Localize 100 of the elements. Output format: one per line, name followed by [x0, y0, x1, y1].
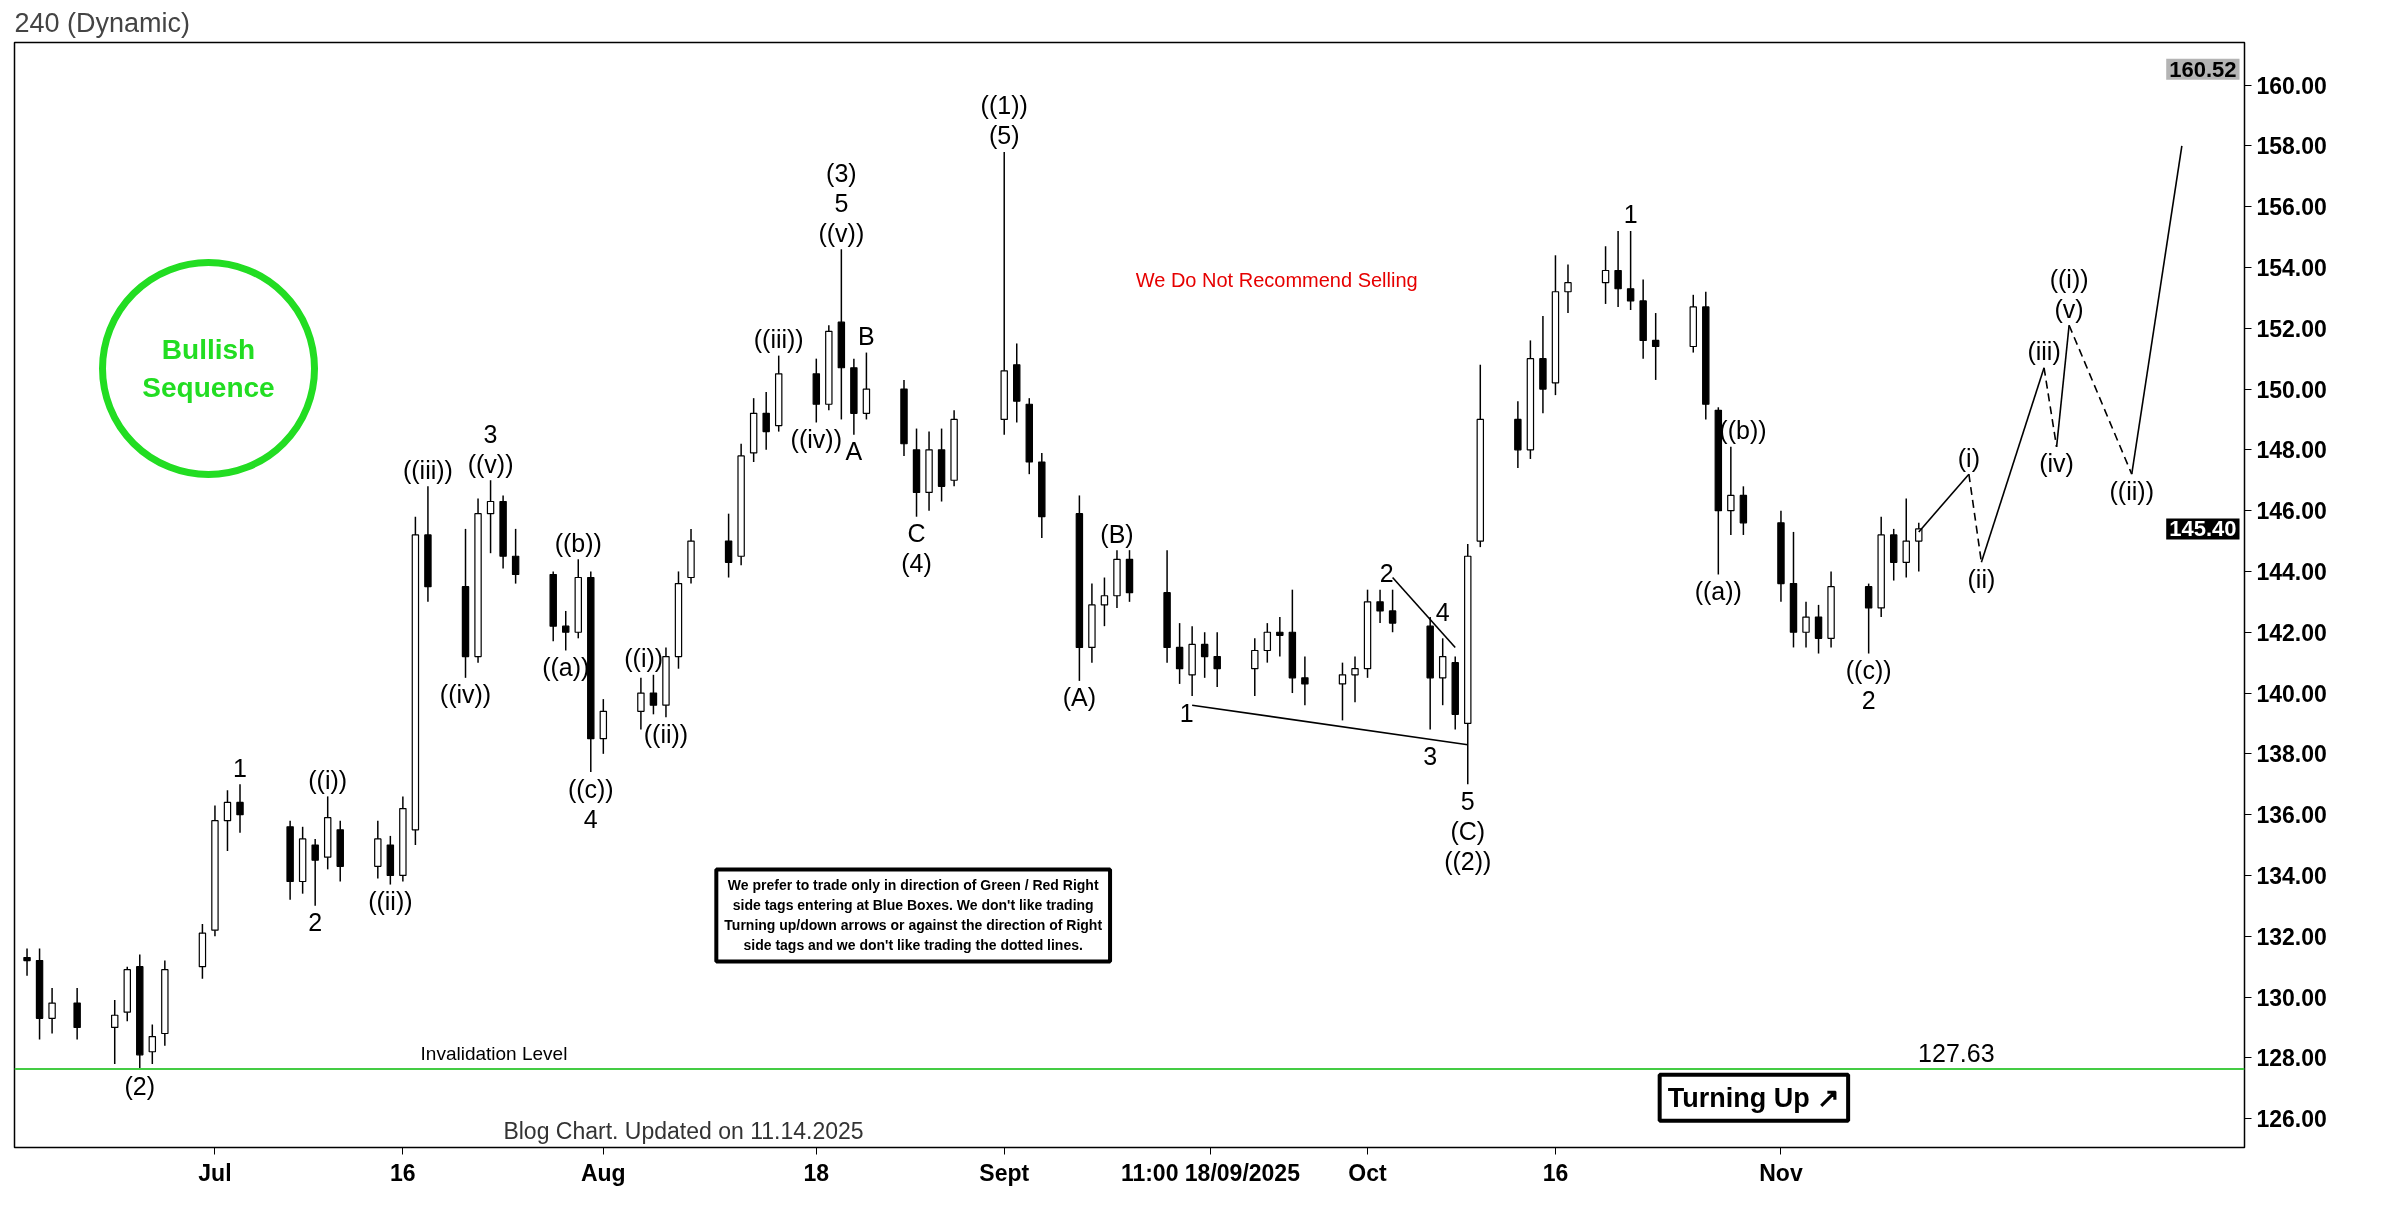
candlestick — [1626, 230, 1635, 311]
y-tick-label: 144.00 — [2256, 558, 2327, 585]
annotation: We Do Not Recommend Selling — [1135, 269, 1418, 292]
x-tick-label: Aug — [580, 1159, 626, 1186]
candlestick — [1376, 588, 1384, 624]
annotation: (4) — [901, 549, 932, 578]
candlestick — [562, 610, 570, 652]
annotation: (iii) — [2027, 337, 2061, 366]
y-tick-label: 128.00 — [2256, 1045, 2327, 1072]
candlestick — [23, 947, 31, 977]
annotation: (i) — [1957, 443, 1980, 472]
candlestick — [486, 479, 495, 554]
annotation: (A) — [1062, 683, 1097, 712]
annotation: A — [845, 437, 863, 466]
y-tick-label: 146.00 — [2256, 498, 2327, 525]
candlestick — [1864, 582, 1873, 655]
annotation: ((i)) — [624, 644, 664, 673]
x-tick-label: 18 — [803, 1159, 830, 1186]
candlestick — [1438, 637, 1447, 706]
annotation: ((i)) — [308, 765, 348, 794]
candlestick — [110, 999, 119, 1065]
annotation: 160.52 — [2169, 56, 2237, 82]
annotation: (B) — [1100, 519, 1134, 548]
annotation: ((i)) — [2049, 264, 2089, 293]
annotation: B — [858, 322, 875, 351]
annotation: ((b)) — [554, 528, 602, 557]
candlestick — [1100, 576, 1109, 627]
candlestick — [724, 512, 733, 579]
x-tick-label: Jul — [198, 1159, 232, 1186]
candlestick — [1175, 622, 1184, 685]
annotation: ((b)) — [1719, 416, 1767, 445]
y-tick-label: 158.00 — [2256, 133, 2327, 160]
annotation: ((ii)) — [643, 719, 689, 748]
y-tick-label: 126.00 — [2256, 1106, 2327, 1133]
candlestick — [1614, 230, 1622, 308]
candlestick — [1601, 245, 1610, 305]
candlestick — [148, 1023, 157, 1065]
candlestick — [48, 987, 56, 1035]
annotation: ((c)) — [567, 774, 614, 803]
y-tick-label: 148.00 — [2256, 437, 2327, 464]
candlestick — [511, 528, 520, 585]
candlestick — [1213, 631, 1221, 688]
annotation: (iv) — [2039, 449, 2074, 478]
y-tick-label: 154.00 — [2256, 254, 2327, 281]
candlestick — [1301, 655, 1309, 706]
x-tick-label: 11:00 18/09/2025 — [1120, 1159, 1301, 1186]
annotation: ((iii)) — [402, 455, 453, 484]
annotation: ((v)) — [467, 449, 514, 478]
annotation: 5 — [834, 188, 849, 217]
annotation: 3 — [1423, 742, 1438, 771]
annotation: ((c)) — [1845, 656, 1892, 685]
ref-line-label: Invalidation Level — [420, 1043, 568, 1065]
annotation: Turning Up ↗ — [1667, 1082, 1841, 1113]
y-tick-label: 130.00 — [2256, 984, 2327, 1011]
candlestick — [762, 391, 770, 451]
candlestick — [1276, 616, 1284, 658]
y-tick-label: 152.00 — [2256, 315, 2327, 342]
annotation: 127.63 — [1918, 1038, 1995, 1067]
y-tick-label: 134.00 — [2256, 862, 2327, 889]
annotation: ((ii)) — [368, 887, 413, 916]
annotation: C — [907, 519, 926, 548]
annotation: 4 — [583, 804, 598, 833]
y-tick-label: 140.00 — [2256, 680, 2327, 707]
candlestick — [311, 838, 319, 907]
candlestick — [1351, 655, 1359, 703]
annotation: 1 — [1623, 200, 1638, 229]
annotation: (3) — [826, 158, 857, 187]
candlestick — [637, 677, 645, 731]
y-tick-label: 132.00 — [2256, 923, 2327, 950]
annotation: 2 — [1861, 686, 1876, 715]
annotation: 5 — [1460, 786, 1475, 815]
candlestick — [1338, 661, 1347, 722]
annotation: (2) — [124, 1072, 156, 1101]
y-tick-label: 138.00 — [2256, 741, 2327, 768]
annotation: ((a)) — [1694, 576, 1742, 605]
x-tick-label: Sept — [979, 1159, 1030, 1186]
annotation: We prefer to trade only in direction of Green / Red Right side tags entering at Blue Boxes. We don't like trading Turning up/down arrows or against the direction of Right side tags and we don't like trading the dotted lines. — [724, 877, 1103, 954]
annotation: (ii) — [1967, 564, 1996, 593]
annotation: ((1)) — [980, 91, 1028, 120]
y-tick-label: 136.00 — [2256, 802, 2327, 829]
annotation: 2 — [308, 908, 323, 937]
y-tick-label: 156.00 — [2256, 194, 2327, 221]
annotation: ((2)) — [1444, 846, 1492, 875]
annotation: ((v)) — [818, 218, 865, 247]
candlestick — [1200, 631, 1209, 679]
candlestick — [649, 674, 658, 716]
candlestick — [1651, 312, 1660, 381]
x-tick-label: Oct — [1348, 1159, 1388, 1186]
candlestick — [1727, 446, 1735, 536]
x-tick-label: 16 — [390, 1159, 416, 1186]
candlestick — [1814, 604, 1823, 655]
annotation: ((iii)) — [753, 325, 804, 354]
chart-title: 240 (Dynamic) — [14, 7, 191, 38]
annotation: Blog Chart. Updated on 11.14.2025 — [503, 1117, 864, 1144]
annotation: 3 — [483, 419, 498, 448]
annotation: 2 — [1379, 559, 1394, 588]
annotation: (5) — [988, 121, 1020, 150]
y-tick-label: 142.00 — [2256, 619, 2327, 646]
annotation: ((iv)) — [439, 680, 492, 709]
annotation: 1 — [1179, 698, 1194, 727]
